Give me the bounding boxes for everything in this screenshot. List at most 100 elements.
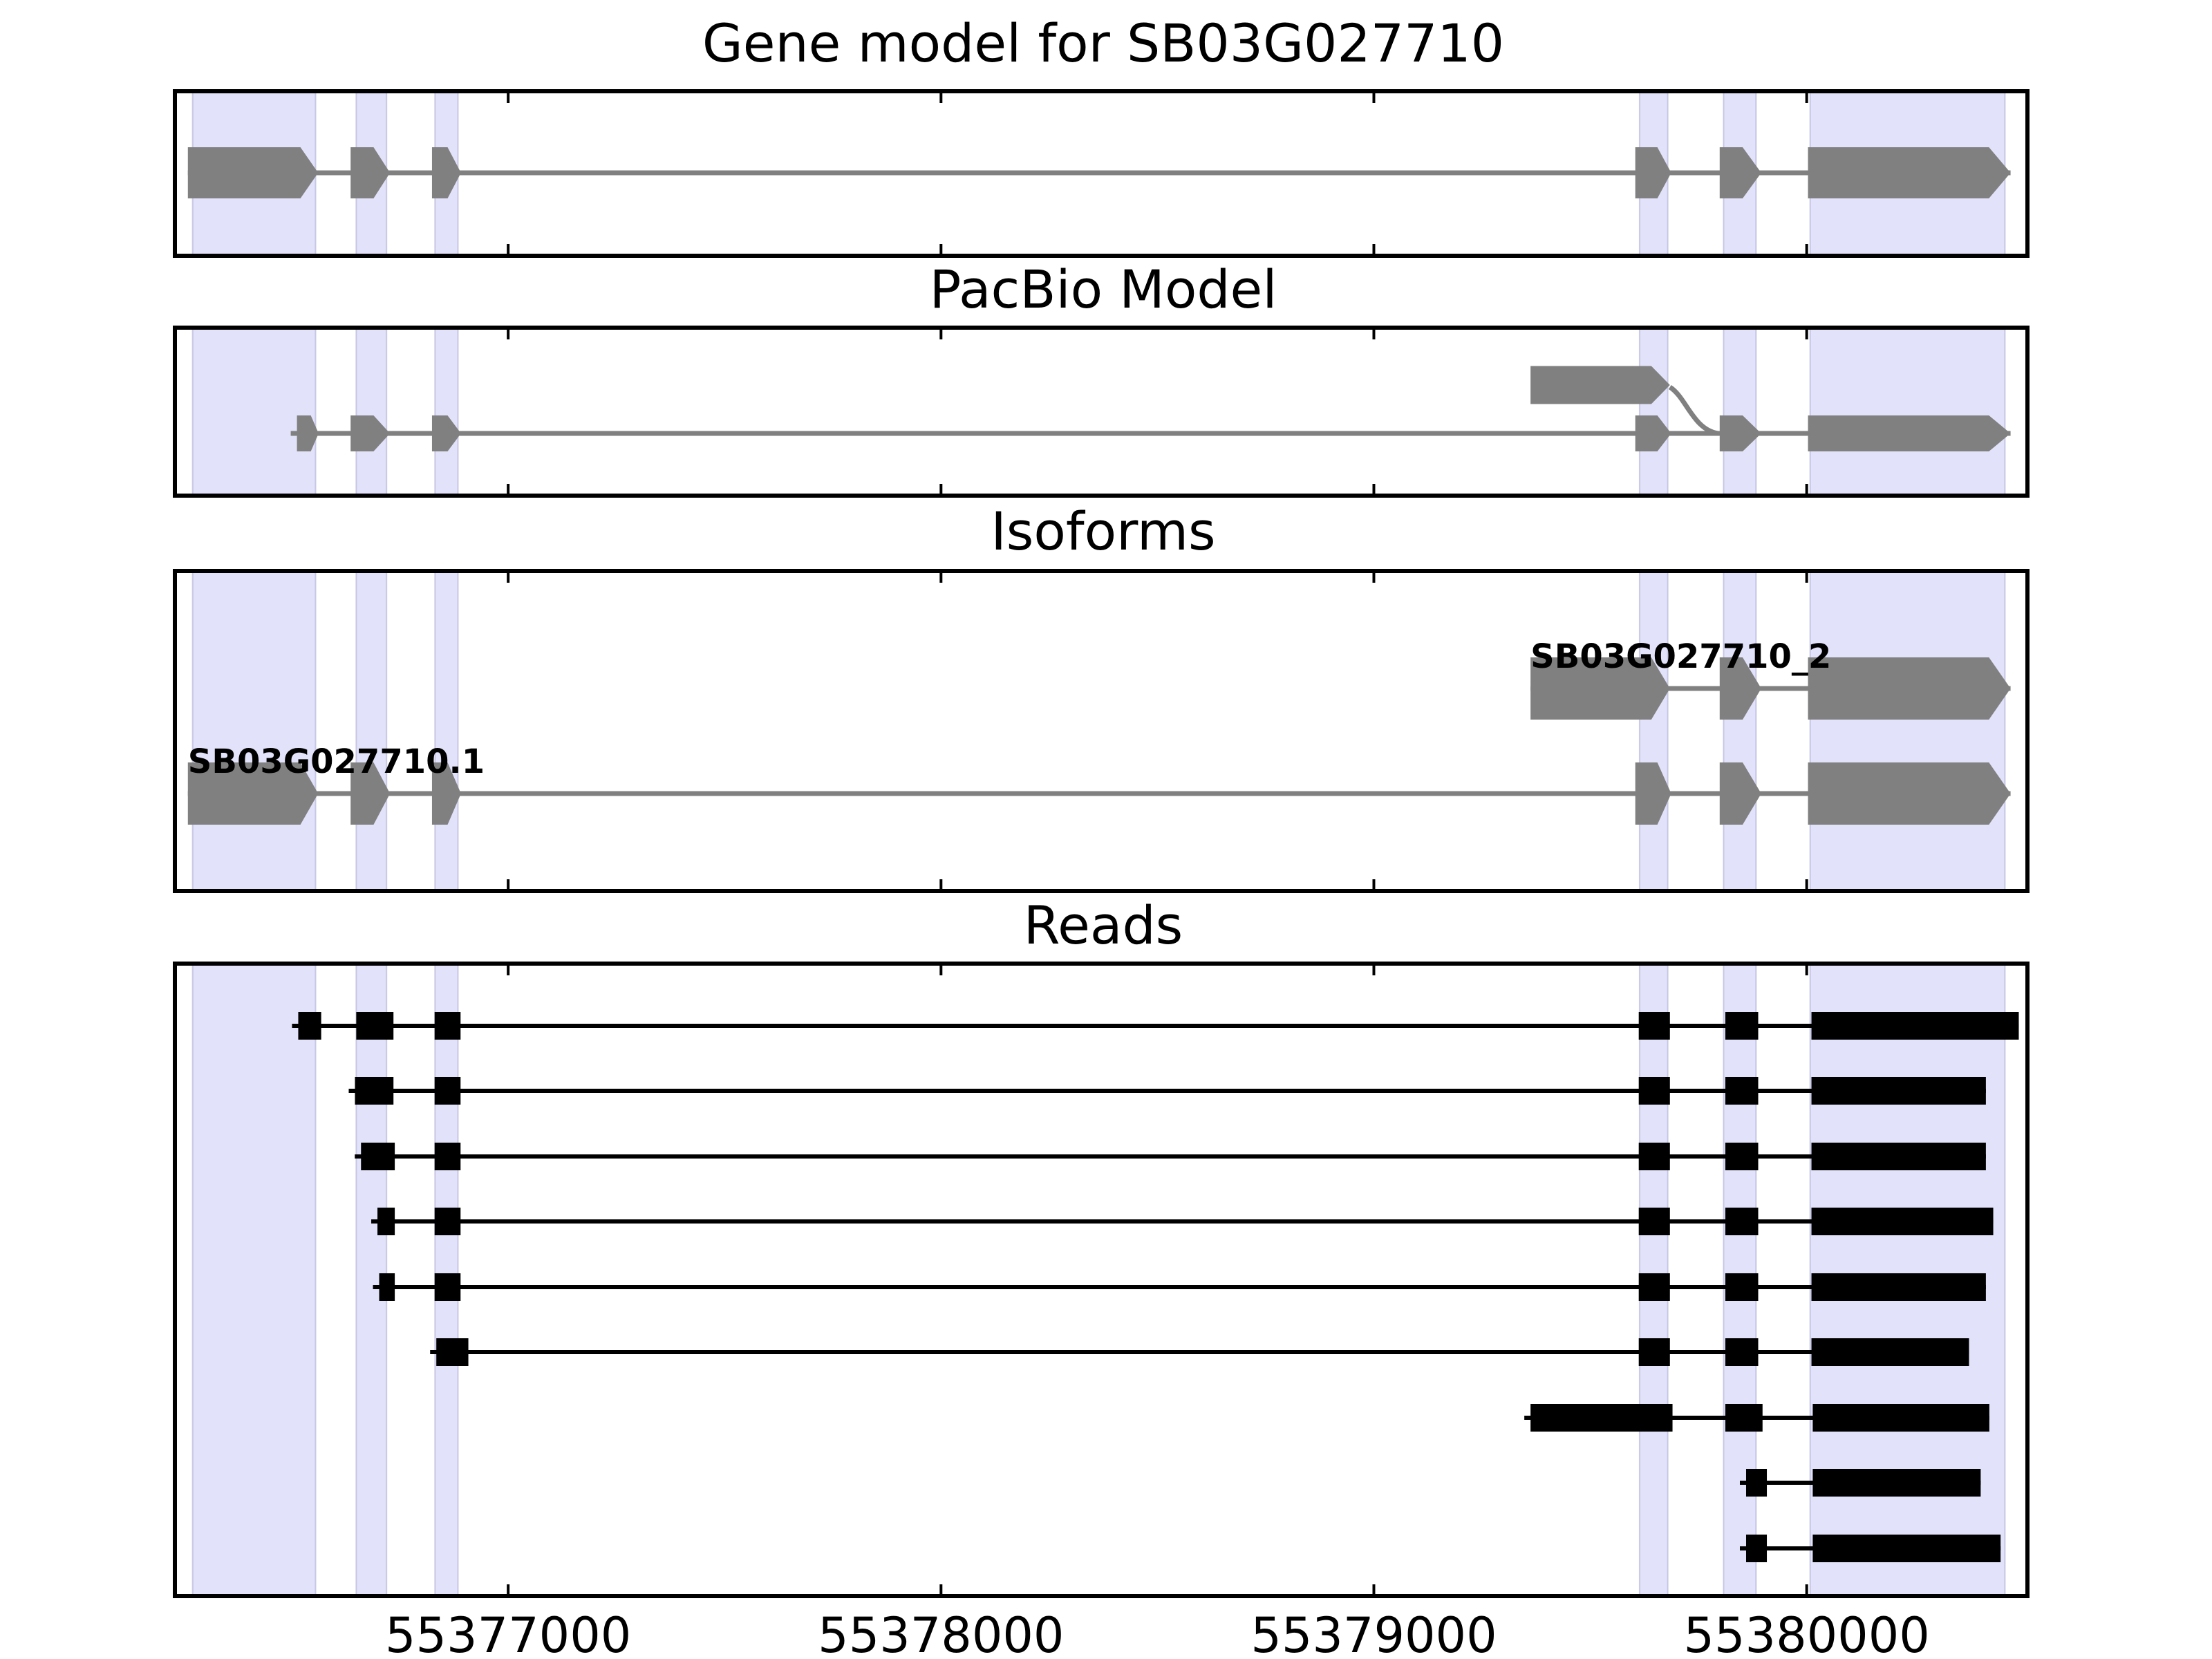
panel-border <box>173 962 2030 1598</box>
intron-line <box>371 1219 1994 1224</box>
exon <box>1719 415 1761 451</box>
intron-line <box>292 1024 2019 1028</box>
exon <box>379 1273 395 1301</box>
highlight-band <box>1723 570 1757 892</box>
exon <box>1811 1077 1986 1105</box>
highlight-band <box>191 570 317 892</box>
x-tick-label: 55377000 <box>384 1607 632 1659</box>
exon <box>434 1143 461 1170</box>
exon <box>434 1012 461 1040</box>
panel-isoforms-track: SB03G027710_2 SB03G027710.1 <box>173 569 2030 893</box>
highlight-band <box>434 327 459 496</box>
exon <box>1811 1208 1994 1235</box>
exon <box>355 1077 394 1105</box>
x-tick-label: 55378000 <box>818 1607 1065 1659</box>
x-tick-label: 55380000 <box>1683 1607 1930 1659</box>
splice-connector <box>1668 385 1719 436</box>
highlight-band <box>1809 570 2006 892</box>
exon <box>187 147 319 198</box>
exon <box>350 762 391 825</box>
panel-title-reads: Reads <box>1023 894 1183 956</box>
exon <box>350 415 391 451</box>
exon <box>1725 1404 1763 1432</box>
exon <box>1808 415 2011 451</box>
highlight-band <box>434 570 459 892</box>
intron-line <box>290 431 2011 436</box>
exon <box>1812 1469 1981 1497</box>
highlight-band <box>1638 570 1669 892</box>
panel-title-gene-model: Gene model for SB03G027710 <box>702 12 1505 74</box>
isoform-label: SB03G027710_2 <box>1530 637 1831 676</box>
exon <box>1745 1535 1768 1562</box>
highlight-band <box>191 963 317 1597</box>
exon <box>1635 415 1671 451</box>
panel-title-isoforms: Isoforms <box>991 500 1216 562</box>
x-tick-label: 55379000 <box>1250 1607 1497 1659</box>
exon <box>1808 762 2011 825</box>
exon <box>1638 1143 1670 1170</box>
exon <box>1719 762 1761 825</box>
exon <box>1725 1208 1759 1235</box>
exon <box>297 415 319 451</box>
exon <box>361 1143 395 1170</box>
exon <box>187 762 319 825</box>
panel-pacbio-track <box>173 326 2030 498</box>
exon <box>1719 147 1761 198</box>
panel-gene-model-track <box>173 89 2030 258</box>
highlight-band <box>191 327 317 496</box>
exon <box>1638 1338 1670 1366</box>
exon <box>1725 1077 1759 1105</box>
panel-border <box>173 89 2030 258</box>
exon <box>1638 1077 1670 1105</box>
exon <box>1638 1273 1670 1301</box>
exon <box>350 147 391 198</box>
highlight-band <box>1638 327 1669 496</box>
exon <box>377 1208 395 1235</box>
exon <box>434 1077 461 1105</box>
exon <box>431 762 461 825</box>
exon <box>1635 147 1671 198</box>
panel-border <box>173 326 2030 498</box>
highlight-band <box>355 570 388 892</box>
intron-line <box>373 1285 1986 1289</box>
exon <box>1812 1404 1989 1432</box>
exon <box>434 1208 461 1235</box>
exon <box>1808 147 2011 198</box>
skipped-exon <box>1530 366 1670 404</box>
intron-line <box>348 1089 1986 1093</box>
exon <box>1811 1273 1986 1301</box>
exon <box>1719 657 1761 720</box>
intron-line <box>187 170 2011 176</box>
exon <box>1725 1273 1759 1301</box>
exon <box>431 415 461 451</box>
exon <box>434 1273 461 1301</box>
exon <box>1725 1143 1759 1170</box>
exon <box>431 147 461 198</box>
intron-line <box>430 1350 1969 1354</box>
exon <box>1745 1469 1768 1497</box>
exon <box>436 1338 469 1366</box>
exon <box>1635 762 1671 825</box>
exon <box>298 1012 321 1040</box>
exon <box>1725 1338 1759 1366</box>
intron-line <box>187 791 2011 796</box>
highlight-band <box>355 327 388 496</box>
panel-reads-track <box>173 962 2030 1598</box>
exon <box>1530 1404 1673 1432</box>
exon <box>1638 1208 1670 1235</box>
exon <box>356 1012 394 1040</box>
exon <box>1530 657 1670 720</box>
highlight-band <box>1723 327 1757 496</box>
exon <box>1638 1012 1670 1040</box>
exon <box>1811 1012 2019 1040</box>
exon <box>1725 1012 1759 1040</box>
exon <box>1811 1143 1986 1170</box>
intron-line <box>1530 686 2011 691</box>
exon <box>1808 657 2011 720</box>
intron-line <box>355 1154 1986 1159</box>
isoform-label: SB03G027710.1 <box>188 742 485 781</box>
panel-title-pacbio: PacBio Model <box>929 259 1277 320</box>
highlight-band <box>1809 327 2006 496</box>
exon <box>1811 1338 1969 1366</box>
